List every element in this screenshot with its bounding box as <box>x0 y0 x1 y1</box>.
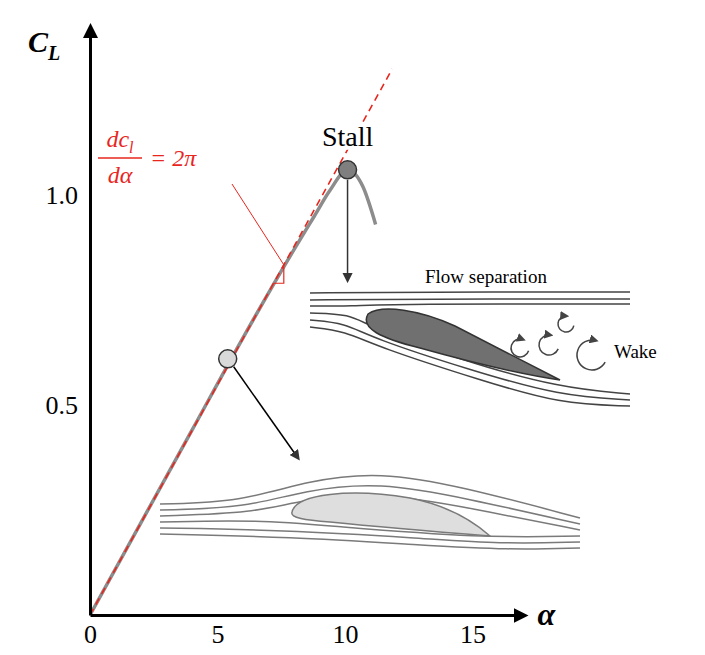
x-axis: 0 5 10 15 <box>84 615 524 649</box>
wake-label: Wake <box>614 341 657 362</box>
wake-vortex <box>558 316 574 332</box>
streamline <box>160 534 580 549</box>
y-axis-title-main: C <box>28 25 49 58</box>
y-axis-title: CL <box>28 25 60 64</box>
y-tick-label: 0.5 <box>46 391 79 420</box>
point-marker <box>219 350 237 368</box>
streamline <box>310 299 630 300</box>
y-axis-line <box>89 28 92 616</box>
chart: 0510150.51.0CLαdcldα= 2πStallFlow separa… <box>0 0 705 655</box>
y-tick: 1.0 <box>46 181 91 210</box>
y-axis: 0.5 1.0 <box>46 28 91 616</box>
x-tick-label: 15 <box>460 620 486 649</box>
slope-numerator-main: dc <box>106 126 129 152</box>
x-axis-line <box>91 614 525 617</box>
attached-flow-diagram <box>160 475 580 549</box>
x-tick-label: 0 <box>84 620 97 649</box>
streamline <box>310 304 630 306</box>
slope-denominator: dα <box>108 162 133 188</box>
separated-flow-diagram <box>310 292 630 406</box>
slope-fraction-bar <box>98 157 142 159</box>
x-tick-label: 10 <box>333 620 359 649</box>
streamline <box>310 292 630 293</box>
y-axis-title-sub: L <box>47 42 60 64</box>
lift-curve <box>90 170 376 615</box>
wake-vortex <box>539 335 558 355</box>
airfoil <box>366 309 560 380</box>
slope-triangle <box>274 265 284 283</box>
separation-label: Flow separation <box>425 266 547 287</box>
airfoil <box>292 493 490 536</box>
x-tick: 0 <box>84 615 97 649</box>
slope-leader <box>232 184 284 265</box>
x-tick: 15 <box>460 615 486 649</box>
x-tick: 10 <box>333 615 359 649</box>
slope-value: = 2π <box>150 145 197 171</box>
slope-numerator-sub: l <box>129 139 134 156</box>
attached-arrow <box>234 367 298 458</box>
stall-label: Stall <box>322 121 374 152</box>
linear-fit-line <box>90 69 392 615</box>
x-axis-title: α <box>538 596 557 632</box>
slope-numerator: dcl <box>106 126 134 156</box>
x-tick-label: 5 <box>212 620 225 649</box>
wake-vortex <box>511 339 529 357</box>
wake-vortex <box>577 340 605 370</box>
point-marker <box>339 161 357 179</box>
stall-arrow <box>347 180 349 280</box>
plot-area <box>90 69 392 615</box>
y-tick: 0.5 <box>46 391 91 420</box>
y-tick-label: 1.0 <box>46 181 79 210</box>
x-tick: 5 <box>212 615 225 649</box>
